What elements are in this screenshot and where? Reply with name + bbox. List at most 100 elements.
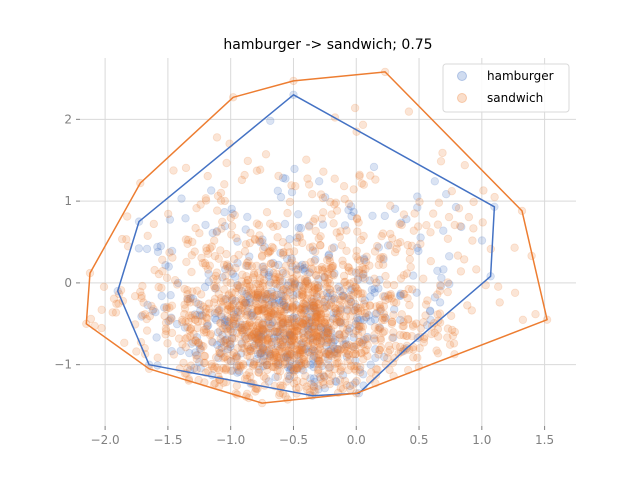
data-point	[297, 289, 307, 299]
data-point	[311, 226, 320, 236]
data-point	[350, 342, 359, 351]
data-point	[278, 266, 287, 276]
data-point	[323, 325, 333, 334]
data-point	[191, 348, 200, 357]
data-point	[416, 324, 425, 333]
data-point	[278, 297, 287, 307]
data-point	[254, 316, 263, 325]
data-point	[344, 266, 354, 275]
data-point	[351, 320, 361, 329]
data-point	[390, 247, 400, 257]
data-point	[320, 319, 330, 328]
data-point	[281, 323, 291, 332]
data-point	[469, 224, 478, 233]
data-point	[338, 337, 347, 346]
data-point	[206, 329, 216, 339]
data-point	[372, 278, 381, 287]
data-point	[328, 290, 337, 300]
data-point	[315, 339, 325, 349]
data-point	[390, 305, 399, 314]
data-point	[287, 254, 296, 263]
data-point	[340, 194, 349, 204]
data-point	[264, 272, 273, 281]
data-point	[257, 348, 266, 357]
data-point	[265, 247, 274, 257]
data-point	[227, 267, 236, 276]
data-point	[416, 233, 425, 242]
data-point	[311, 247, 320, 256]
data-point	[312, 311, 321, 320]
data-point	[321, 328, 331, 337]
data-point	[342, 301, 352, 310]
data-point	[283, 341, 292, 350]
data-point	[232, 351, 241, 361]
data-point	[286, 285, 295, 294]
data-point	[252, 166, 262, 175]
data-point	[319, 167, 328, 176]
data-point	[326, 263, 336, 272]
data-point	[375, 345, 384, 355]
data-point	[314, 313, 323, 322]
data-point	[273, 372, 283, 381]
data-point	[165, 303, 174, 312]
data-point	[324, 323, 333, 333]
data-point	[261, 150, 271, 159]
data-point	[283, 302, 292, 311]
data-point	[287, 318, 297, 328]
data-point	[314, 365, 323, 374]
data-point	[273, 221, 282, 231]
data-point	[300, 357, 309, 367]
data-point	[221, 316, 231, 325]
data-point	[232, 233, 241, 243]
data-point	[285, 328, 295, 337]
data-point	[472, 265, 481, 274]
data-point	[310, 288, 319, 298]
data-point	[288, 366, 298, 375]
data-point	[203, 321, 213, 330]
data-point	[252, 334, 261, 344]
data-point	[282, 377, 291, 386]
data-point	[343, 325, 352, 334]
data-point	[194, 340, 204, 349]
data-point	[207, 362, 217, 371]
data-point	[323, 335, 333, 345]
data-point	[202, 322, 212, 331]
data-point	[350, 306, 360, 315]
data-point	[321, 352, 330, 362]
data-point	[300, 283, 309, 293]
data-point	[153, 247, 163, 256]
data-point	[310, 257, 319, 266]
data-point	[381, 271, 390, 281]
data-point	[333, 349, 343, 358]
data-point	[298, 319, 307, 328]
data-point	[268, 318, 278, 327]
data-point	[289, 364, 298, 373]
data-point	[316, 309, 326, 319]
data-point	[297, 317, 306, 327]
data-point	[359, 315, 368, 325]
data-point	[377, 231, 386, 241]
data-point	[227, 221, 237, 231]
data-point	[299, 319, 308, 328]
data-point	[278, 337, 288, 347]
data-point	[326, 376, 335, 386]
data-point	[337, 296, 346, 305]
data-point	[199, 302, 208, 311]
data-point	[330, 336, 340, 345]
data-point	[288, 304, 298, 313]
data-point	[337, 344, 346, 354]
data-point	[334, 358, 343, 367]
data-point	[315, 342, 324, 352]
data-point	[365, 261, 374, 270]
data-point	[358, 263, 367, 272]
data-point	[341, 318, 350, 327]
data-point	[269, 309, 278, 318]
data-point	[362, 252, 371, 261]
legend-marker-hamburger	[457, 71, 467, 81]
data-point	[287, 187, 297, 197]
data-point	[381, 295, 390, 305]
data-point	[390, 204, 400, 213]
data-point	[161, 261, 170, 270]
data-point	[176, 346, 185, 356]
data-point	[245, 328, 255, 337]
